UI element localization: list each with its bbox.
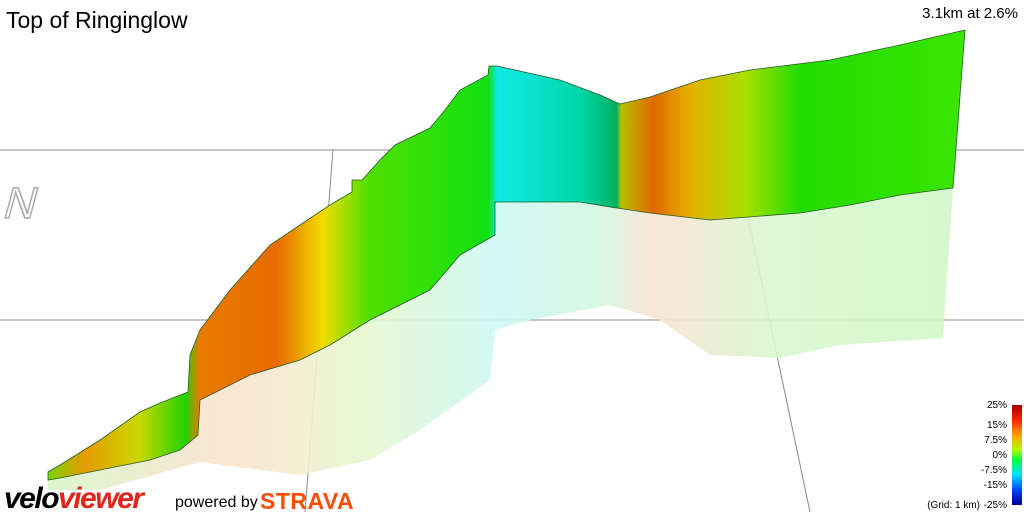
partner-logo: STRAVA — [260, 488, 354, 512]
brand-logo: veloviewer — [4, 482, 146, 512]
ground-shadow — [48, 188, 953, 490]
legend-label: 0% — [993, 450, 1008, 461]
brand-prefix: velo — [4, 482, 59, 512]
legend-label: 7.5% — [984, 435, 1007, 446]
legend-scale — [1012, 405, 1022, 505]
elevation-ribbon — [47, 29, 966, 481]
legend-label: 25% — [987, 400, 1007, 411]
summary: 3.1km at 2.6% — [922, 5, 1018, 22]
legend-label: -7.5% — [981, 465, 1007, 476]
footer: veloviewer powered by STRAVA — [4, 482, 354, 512]
powered-by: powered by — [175, 494, 258, 511]
legend-label: 15% — [987, 420, 1007, 431]
compass: N — [0, 179, 44, 228]
brand-suffix: viewer — [58, 482, 146, 512]
grid-note: (Grid: 1 km) — [927, 500, 980, 511]
legend-label: -15% — [984, 480, 1007, 491]
legend: 25% 15% 7.5% 0% -7.5% -15% (Grid: 1 km) … — [927, 400, 1022, 511]
title: Top of Ringinglow — [6, 7, 188, 33]
legend-label: -25% — [984, 500, 1007, 511]
